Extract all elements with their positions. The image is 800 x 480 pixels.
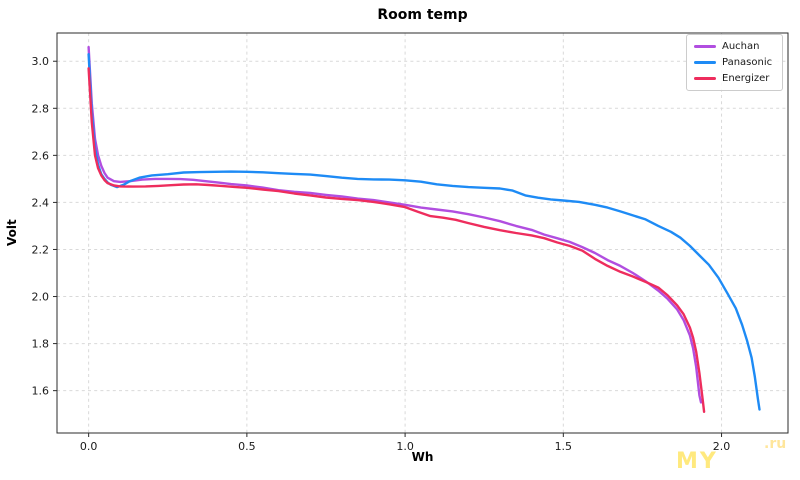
chart-title: Room temp xyxy=(377,7,468,23)
x-tick-label: 1.0 xyxy=(396,440,414,453)
y-tick-label: 3.0 xyxy=(32,55,50,68)
legend-swatch-auchan xyxy=(694,45,716,48)
y-tick-label: 1.6 xyxy=(32,385,50,398)
legend-label-energizer: Energizer xyxy=(722,73,770,84)
legend-label-auchan: Auchan xyxy=(722,41,760,52)
legend-label-panasonic: Panasonic xyxy=(722,57,773,68)
legend: Auchan Panasonic Energizer xyxy=(686,34,783,91)
series-line-panasonic xyxy=(87,53,761,411)
legend-swatch-energizer xyxy=(694,77,716,80)
axes-frame xyxy=(56,32,789,434)
y-tick-label: 2.8 xyxy=(32,102,50,115)
watermark-text-my: MY xyxy=(676,449,718,474)
x-axis-label: Wh xyxy=(411,450,434,464)
legend-item-panasonic: Panasonic xyxy=(694,57,775,68)
y-tick-label: 2.2 xyxy=(32,243,50,256)
y-tick-label: 2.0 xyxy=(32,291,50,304)
legend-item-auchan: Auchan xyxy=(694,41,775,52)
watermark-text-ru: .ru xyxy=(764,436,787,452)
y-tick-label: 2.4 xyxy=(32,196,50,209)
series-line-energizer xyxy=(87,67,706,413)
y-tick-label: 1.8 xyxy=(32,338,50,351)
legend-item-energizer: Energizer xyxy=(694,73,775,84)
x-tick-label: 1.5 xyxy=(555,440,573,453)
series-line-auchan xyxy=(87,45,703,404)
x-tick-label: 0.0 xyxy=(80,440,98,453)
legend-swatch-panasonic xyxy=(694,61,716,64)
y-tick-label: 2.6 xyxy=(32,149,50,162)
x-tick-label: 2.0 xyxy=(713,440,731,453)
x-tick-label: 0.5 xyxy=(238,440,256,453)
